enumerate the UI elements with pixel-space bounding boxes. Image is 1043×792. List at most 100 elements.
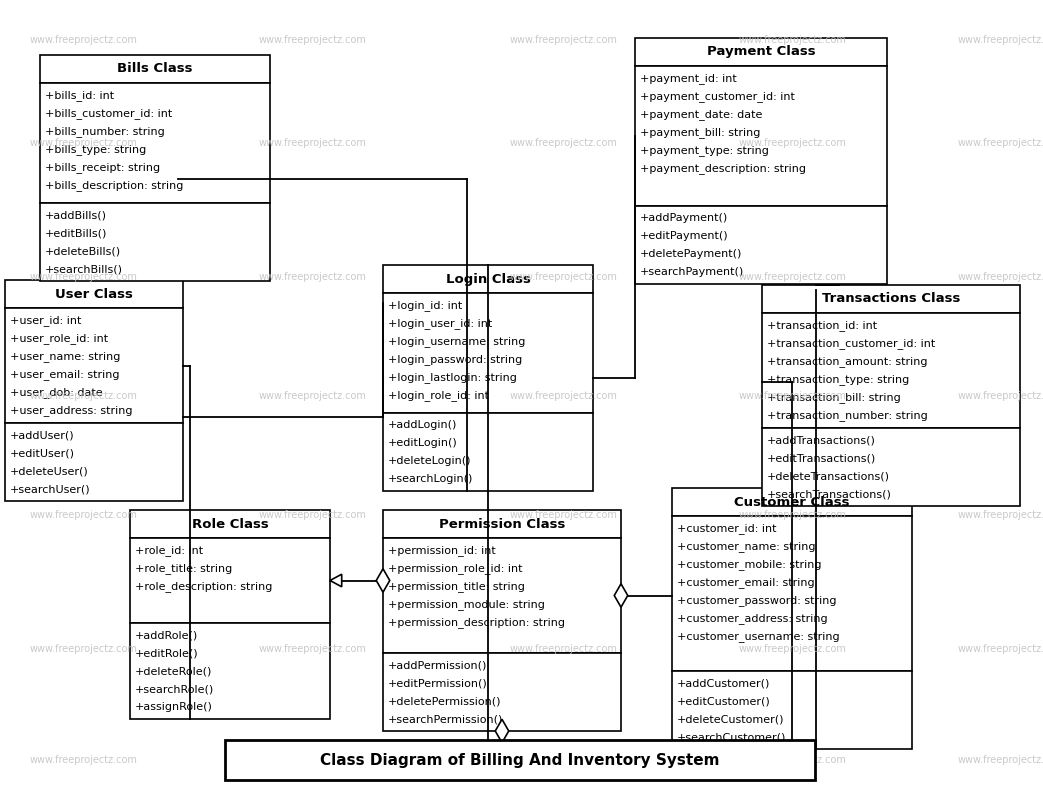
Text: +transaction_bill: string: +transaction_bill: string <box>767 392 901 402</box>
Bar <box>5 423 183 501</box>
Text: www.freeprojectz.com: www.freeprojectz.com <box>29 138 138 147</box>
Text: +login_role_id: int: +login_role_id: int <box>388 390 489 401</box>
Text: www.freeprojectz.com: www.freeprojectz.com <box>259 756 367 765</box>
Text: +addTransactions(): +addTransactions() <box>767 435 876 445</box>
Polygon shape <box>495 719 509 743</box>
Bar <box>635 38 887 66</box>
Text: +addPermission(): +addPermission() <box>388 661 487 670</box>
Text: Role Class: Role Class <box>192 517 268 531</box>
Text: www.freeprojectz.com: www.freeprojectz.com <box>259 510 367 520</box>
Text: www.freeprojectz.com: www.freeprojectz.com <box>738 272 847 282</box>
Text: www.freeprojectz.com: www.freeprojectz.com <box>509 510 617 520</box>
Text: +payment_description: string: +payment_description: string <box>640 162 806 173</box>
Text: +bills_description: string: +bills_description: string <box>45 180 184 191</box>
Text: +login_user_id: int: +login_user_id: int <box>388 318 492 329</box>
Text: +role_description: string: +role_description: string <box>135 581 272 592</box>
Bar <box>762 285 1020 313</box>
Bar <box>130 510 330 538</box>
Text: +permission_role_id: int: +permission_role_id: int <box>388 563 523 573</box>
Text: +searchCustomer(): +searchCustomer() <box>677 732 786 742</box>
Text: www.freeprojectz.com: www.freeprojectz.com <box>259 645 367 654</box>
Text: +deleteCustomer(): +deleteCustomer() <box>677 714 784 724</box>
Bar <box>383 293 593 413</box>
Text: +deleteLogin(): +deleteLogin() <box>388 456 471 466</box>
Text: +searchPayment(): +searchPayment() <box>640 267 745 277</box>
Text: +deletePayment(): +deletePayment() <box>640 249 743 259</box>
Text: +bills_type: string: +bills_type: string <box>45 143 146 154</box>
Text: +searchRole(): +searchRole() <box>135 684 214 695</box>
Text: +transaction_number: string: +transaction_number: string <box>767 409 928 421</box>
Polygon shape <box>614 584 628 607</box>
Bar <box>762 428 1020 506</box>
Text: +deleteRole(): +deleteRole() <box>135 666 213 676</box>
Bar <box>40 55 270 83</box>
Bar <box>672 516 912 671</box>
Text: www.freeprojectz.com: www.freeprojectz.com <box>957 510 1043 520</box>
Bar <box>40 203 270 281</box>
Text: +addCustomer(): +addCustomer() <box>677 678 771 688</box>
Text: www.freeprojectz.com: www.freeprojectz.com <box>509 756 617 765</box>
Text: www.freeprojectz.com: www.freeprojectz.com <box>259 138 367 147</box>
Text: +permission_id: int: +permission_id: int <box>388 545 495 556</box>
Text: +searchUser(): +searchUser() <box>10 484 91 494</box>
Text: +assignRole(): +assignRole() <box>135 703 213 712</box>
Bar <box>383 265 593 293</box>
Text: +searchLogin(): +searchLogin() <box>388 474 474 484</box>
Text: +editUser(): +editUser() <box>10 448 75 459</box>
Text: www.freeprojectz.com: www.freeprojectz.com <box>29 272 138 282</box>
Text: +permission_module: string: +permission_module: string <box>388 599 544 610</box>
Text: www.freeprojectz.com: www.freeprojectz.com <box>738 645 847 654</box>
Text: +transaction_amount: string: +transaction_amount: string <box>767 356 927 367</box>
Bar <box>5 308 183 423</box>
Text: +bills_receipt: string: +bills_receipt: string <box>45 162 161 173</box>
Text: +searchBills(): +searchBills() <box>45 265 123 274</box>
Text: +permission_description: string: +permission_description: string <box>388 617 565 627</box>
Bar <box>762 313 1020 428</box>
Text: +editPayment(): +editPayment() <box>640 231 729 242</box>
Text: www.freeprojectz.com: www.freeprojectz.com <box>509 138 617 147</box>
Text: www.freeprojectz.com: www.freeprojectz.com <box>509 272 617 282</box>
Bar <box>635 206 887 284</box>
Text: +transaction_id: int: +transaction_id: int <box>767 320 877 330</box>
Text: +bills_number: string: +bills_number: string <box>45 126 165 137</box>
Text: +bills_customer_id: int: +bills_customer_id: int <box>45 108 172 119</box>
Text: www.freeprojectz.com: www.freeprojectz.com <box>957 35 1043 44</box>
Text: +editBills(): +editBills() <box>45 228 107 238</box>
Text: Permission Class: Permission Class <box>439 517 565 531</box>
Text: +customer_id: int: +customer_id: int <box>677 523 776 534</box>
Text: +payment_customer_id: int: +payment_customer_id: int <box>640 91 795 101</box>
Text: +user_name: string: +user_name: string <box>10 351 120 362</box>
Text: www.freeprojectz.com: www.freeprojectz.com <box>29 510 138 520</box>
Text: +user_address: string: +user_address: string <box>10 405 132 416</box>
Text: +customer_mobile: string: +customer_mobile: string <box>677 558 822 569</box>
Text: +permission_title: string: +permission_title: string <box>388 581 525 592</box>
Text: +transaction_type: string: +transaction_type: string <box>767 374 909 385</box>
Text: +customer_username: string: +customer_username: string <box>677 630 840 642</box>
Text: Customer Class: Customer Class <box>734 496 850 508</box>
Bar <box>130 538 330 623</box>
Text: +searchPermission(): +searchPermission() <box>388 714 504 724</box>
Text: www.freeprojectz.com: www.freeprojectz.com <box>957 272 1043 282</box>
Text: www.freeprojectz.com: www.freeprojectz.com <box>259 272 367 282</box>
Text: +addBills(): +addBills() <box>45 210 107 220</box>
Text: +addRole(): +addRole() <box>135 630 198 640</box>
Text: +customer_email: string: +customer_email: string <box>677 577 815 588</box>
Text: +editTransactions(): +editTransactions() <box>767 453 876 463</box>
Polygon shape <box>330 574 342 587</box>
Text: +user_dob: date: +user_dob: date <box>10 386 102 398</box>
Text: Class Diagram of Billing And Inventory System: Class Diagram of Billing And Inventory S… <box>320 752 720 767</box>
Text: +addUser(): +addUser() <box>10 430 75 440</box>
Text: +editPermission(): +editPermission() <box>388 678 488 688</box>
Text: +bills_id: int: +bills_id: int <box>45 89 114 101</box>
Text: www.freeprojectz.com: www.freeprojectz.com <box>29 391 138 401</box>
Text: +deleteTransactions(): +deleteTransactions() <box>767 471 890 482</box>
Text: www.freeprojectz.com: www.freeprojectz.com <box>738 138 847 147</box>
Bar <box>672 671 912 749</box>
Text: +searchTransactions(): +searchTransactions() <box>767 489 892 499</box>
Text: +payment_id: int: +payment_id: int <box>640 73 736 84</box>
Text: +login_username: string: +login_username: string <box>388 336 526 347</box>
Text: Payment Class: Payment Class <box>707 45 816 59</box>
Bar <box>40 83 270 203</box>
Text: www.freeprojectz.com: www.freeprojectz.com <box>509 645 617 654</box>
Text: www.freeprojectz.com: www.freeprojectz.com <box>957 645 1043 654</box>
